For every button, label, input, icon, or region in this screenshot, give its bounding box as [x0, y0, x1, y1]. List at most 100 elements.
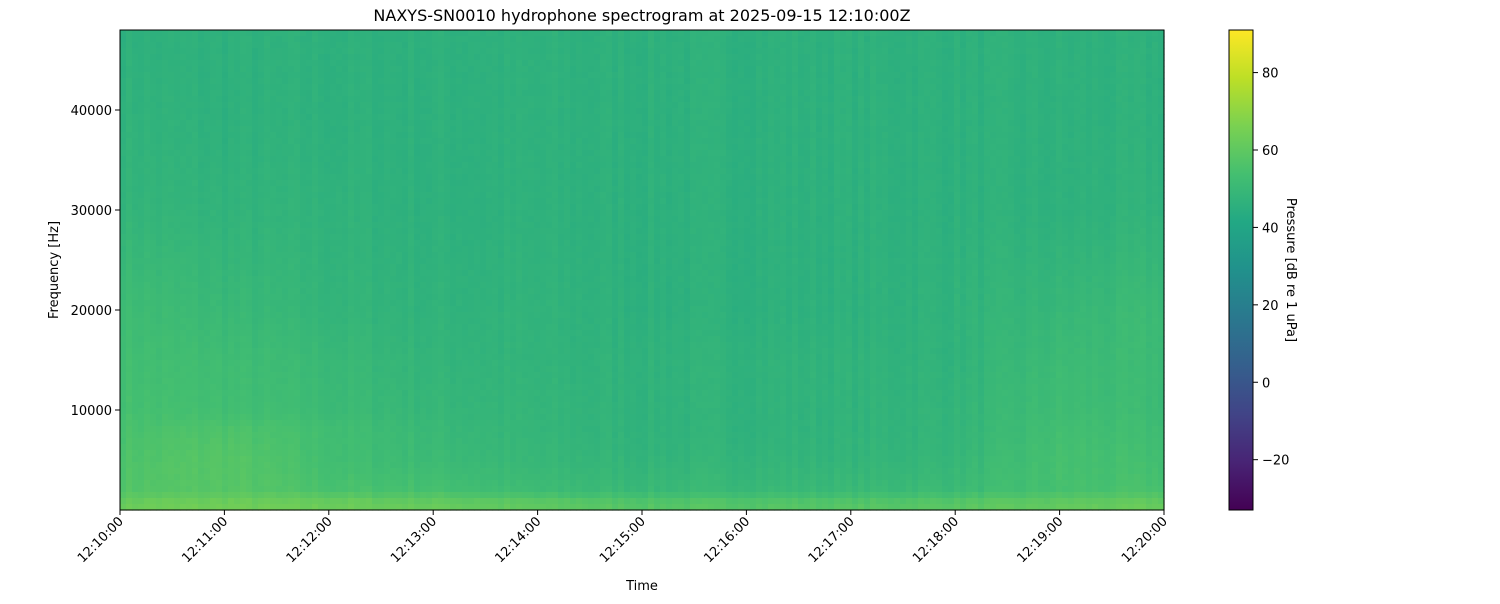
heatmap-cell	[276, 30, 283, 37]
heatmap-cell	[618, 138, 625, 145]
heatmap-cell	[522, 120, 529, 127]
heatmap-cell	[450, 84, 457, 91]
heatmap-cell	[606, 66, 613, 73]
heatmap-cell	[684, 168, 691, 175]
heatmap-cell	[372, 150, 379, 157]
heatmap-cell	[918, 42, 925, 49]
heatmap-cell	[408, 174, 415, 181]
heatmap-cell	[636, 162, 643, 169]
heatmap-cell	[342, 150, 349, 157]
heatmap-cell	[798, 30, 805, 37]
heatmap-cell	[804, 192, 811, 199]
heatmap-cell	[132, 54, 139, 61]
heatmap-cell	[1008, 54, 1015, 61]
heatmap-cell	[792, 66, 799, 73]
heatmap-cell	[144, 198, 151, 205]
heatmap-cell	[1032, 48, 1039, 55]
heatmap-cell	[282, 198, 289, 205]
heatmap-cell	[132, 102, 139, 109]
heatmap-cell	[678, 84, 685, 91]
heatmap-cell	[504, 102, 511, 109]
heatmap-cell	[540, 192, 547, 199]
heatmap-cell	[714, 186, 721, 193]
heatmap-cell	[366, 48, 373, 55]
heatmap-cell	[264, 54, 271, 61]
heatmap-cell	[774, 36, 781, 43]
heatmap-cell	[504, 150, 511, 157]
heatmap-cell	[906, 60, 913, 67]
heatmap-cell	[804, 48, 811, 55]
heatmap-cell	[228, 126, 235, 133]
heatmap-cell	[600, 54, 607, 61]
heatmap-cell	[1050, 126, 1057, 133]
heatmap-cell	[666, 30, 673, 37]
heatmap-cell	[966, 36, 973, 43]
heatmap-cell	[834, 30, 841, 37]
heatmap-cell	[1056, 42, 1063, 49]
heatmap-cell	[546, 144, 553, 151]
heatmap-cell	[942, 60, 949, 67]
heatmap-cell	[270, 72, 277, 79]
heatmap-cell	[1002, 66, 1009, 73]
heatmap-cell	[1074, 120, 1081, 127]
heatmap-cell	[732, 198, 739, 205]
heatmap-cell	[528, 132, 535, 139]
heatmap-cell	[228, 132, 235, 139]
heatmap-cell	[822, 30, 829, 37]
heatmap-cell	[972, 168, 979, 175]
heatmap-cell	[312, 144, 319, 151]
heatmap-cell	[246, 156, 253, 163]
heatmap-cell	[444, 96, 451, 103]
heatmap-cell	[630, 120, 637, 127]
heatmap-cell	[228, 186, 235, 193]
heatmap-cell	[810, 132, 817, 139]
heatmap-cell	[792, 180, 799, 187]
heatmap-cell	[672, 168, 679, 175]
heatmap-cell	[210, 102, 217, 109]
heatmap-cell	[780, 30, 787, 37]
heatmap-cell	[264, 84, 271, 91]
heatmap-cell	[894, 90, 901, 97]
heatmap-cell	[1056, 114, 1063, 121]
heatmap-cell	[216, 54, 223, 61]
heatmap-cell	[1098, 144, 1105, 151]
heatmap-cell	[450, 120, 457, 127]
heatmap-cell	[468, 78, 475, 85]
heatmap-cell	[1068, 78, 1075, 85]
heatmap-cell	[186, 36, 193, 43]
heatmap-cell	[834, 72, 841, 79]
heatmap-cell	[330, 132, 337, 139]
heatmap-cell	[960, 42, 967, 49]
heatmap-cell	[732, 78, 739, 85]
heatmap-cell	[522, 48, 529, 55]
heatmap-cell	[216, 132, 223, 139]
heatmap-cell	[324, 138, 331, 145]
heatmap-cell	[858, 84, 865, 91]
heatmap-cell	[1098, 84, 1105, 91]
heatmap-cell	[624, 60, 631, 67]
heatmap-cell	[546, 126, 553, 133]
heatmap-cell	[486, 42, 493, 49]
heatmap-cell	[588, 42, 595, 49]
heatmap-cell	[1116, 156, 1123, 163]
heatmap-cell	[936, 78, 943, 85]
heatmap-cell	[1158, 78, 1165, 85]
heatmap-cell	[960, 174, 967, 181]
heatmap-cell	[180, 192, 187, 199]
heatmap-cell	[384, 30, 391, 37]
heatmap-cell	[900, 180, 907, 187]
heatmap-cell	[432, 84, 439, 91]
heatmap-cell	[1038, 120, 1045, 127]
heatmap-cell	[468, 180, 475, 187]
heatmap-cell	[348, 120, 355, 127]
heatmap-cell	[756, 96, 763, 103]
heatmap-cell	[912, 48, 919, 55]
heatmap-cell	[846, 180, 853, 187]
heatmap-cell	[558, 186, 565, 193]
heatmap-cell	[534, 66, 541, 73]
heatmap-cell	[1074, 180, 1081, 187]
heatmap-cell	[564, 150, 571, 157]
heatmap-cell	[264, 186, 271, 193]
heatmap-cell	[246, 180, 253, 187]
heatmap-cell	[402, 156, 409, 163]
